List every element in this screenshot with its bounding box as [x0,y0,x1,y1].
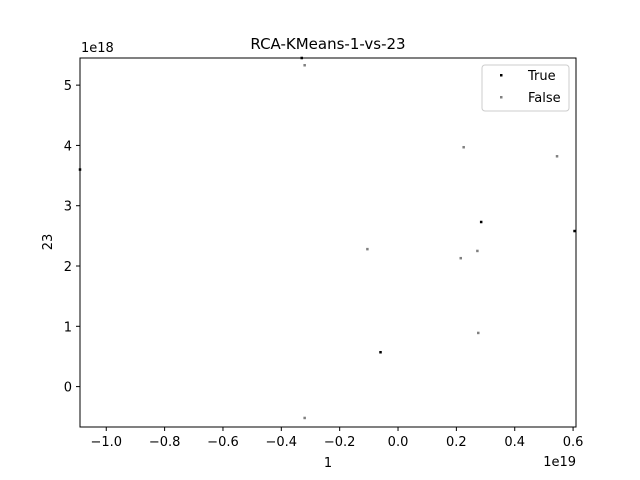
x-tick-label: 0.6 [563,435,584,450]
y-tick-label: 4 [64,139,72,154]
plot-area [78,56,577,428]
legend-label-true: True [527,69,556,84]
x-axis-label: 1 [324,456,332,471]
axes-frame [80,58,576,427]
y-tick-label: 0 [64,381,72,396]
point-false-1 [462,145,465,149]
point-false-6 [477,331,480,335]
axes-border [79,57,577,428]
y-tick-label: 3 [64,200,72,215]
x-tick-label: −0.4 [266,435,298,450]
point-true-4 [379,350,382,354]
x-tick-label: −1.0 [90,435,122,450]
legend: True False [481,64,570,112]
legend-marker-true [500,74,503,77]
point-false-3 [366,247,369,251]
y-axis-label: 23 [41,234,56,251]
x-tick-label: 0.0 [388,435,409,450]
x-tick-label: 0.4 [504,435,525,450]
y-axis-offset-text: 1e18 [81,41,114,56]
legend-label-false: False [528,91,561,106]
point-false-5 [476,249,479,253]
x-tick-label: −0.8 [149,435,181,450]
chart-title: RCA-KMeans-1-vs-23 [250,35,405,53]
point-true-3 [573,229,576,233]
x-tick-label: −0.2 [324,435,356,450]
point-false-4 [459,256,462,260]
x-tick-label: 0.2 [446,435,467,450]
legend-box [481,64,570,112]
y-axis-ticks: 0 1 2 3 4 5 [64,79,80,396]
x-axis-offset-text: 1e19 [543,455,576,470]
y-tick-label: 1 [64,320,72,335]
point-false-0 [303,63,306,67]
point-false-7 [303,416,306,420]
point-true-2 [479,220,483,224]
y-tick-label: 5 [64,79,72,94]
legend-marker-false [500,96,503,99]
x-tick-label: −0.6 [207,435,239,450]
y-tick-label: 2 [64,260,72,275]
x-axis-ticks: −1.0 −0.8 −0.6 −0.4 −0.2 0.0 0.2 0.4 0.6 [90,427,583,450]
point-false-2 [555,155,559,158]
